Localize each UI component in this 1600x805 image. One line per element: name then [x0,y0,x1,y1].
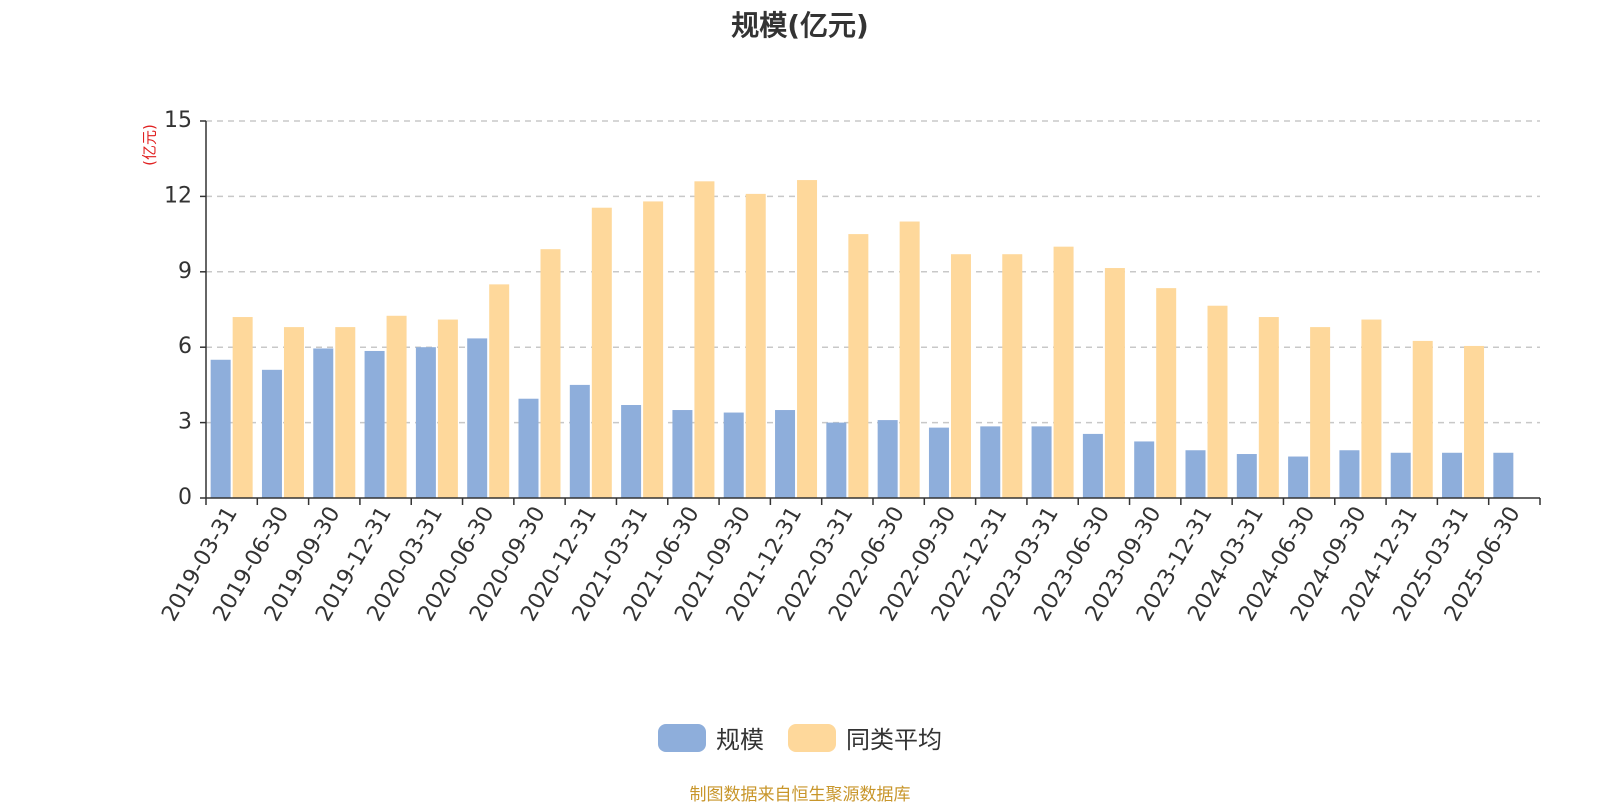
bar-scale [980,426,1001,498]
bar-peer-avg [1361,319,1382,498]
y-tick-label: 0 [178,485,192,510]
legend-item-peer-avg[interactable]: 同类平均 [788,720,942,755]
y-axis-label: (亿元) [141,124,159,166]
bar-peer-avg [591,207,612,498]
bar-peer-avg [1156,288,1177,498]
bar-peer-avg [899,221,920,499]
bar-scale [1339,450,1360,498]
bar-peer-avg [1258,317,1279,498]
bar-peer-avg [437,319,458,498]
bar-peer-avg [489,284,510,498]
bar-scale [928,427,949,498]
y-tick-label: 12 [164,183,192,208]
y-tick-label: 3 [178,410,192,435]
bar-scale [1288,456,1309,498]
bar-scale [877,420,898,498]
bar-scale [621,405,642,498]
legend-swatch [788,723,836,752]
legend-label: 同类平均 [846,726,942,754]
bar-scale [723,412,744,498]
bar-peer-avg [745,193,766,499]
bar-scale [826,422,847,498]
bar-scale [1442,452,1463,498]
bar-scale [415,347,436,498]
legend-swatch [658,723,706,752]
bar-peer-avg [540,249,561,498]
bars-layer [210,180,1514,499]
bar-peer-avg [643,201,664,498]
bar-peer-avg [1207,305,1228,498]
bar-scale [364,350,385,498]
bar-peer-avg [1104,268,1125,498]
legend: 规模 同类平均 [0,720,1600,755]
bar-peer-avg [283,327,304,498]
y-tick-label: 15 [164,108,192,133]
bar-scale [518,398,539,498]
source-note: 制图数据来自恒生聚源数据库 [689,785,911,805]
bar-scale [569,384,590,498]
bar-peer-avg [694,181,715,498]
legend-label: 规模 [716,726,764,754]
bar-scale [467,338,488,498]
bar-scale [775,410,796,498]
bar-peer-avg [386,315,407,498]
bar-peer-avg [1310,327,1331,498]
bar-scale [1082,433,1103,498]
y-tick-label: 9 [178,259,192,284]
bar-scale [1236,454,1257,498]
bar-scale [1185,450,1206,498]
bar-scale [1493,452,1514,498]
bar-peer-avg [1053,246,1074,498]
legend-item-scale[interactable]: 规模 [658,720,764,755]
bar-peer-avg [1464,345,1485,498]
bar-peer-avg [848,234,869,498]
bar-peer-avg [1412,340,1433,498]
bar-scale [313,348,334,498]
bar-scale [1134,441,1155,498]
bar-scale [672,410,693,498]
bar-scale [1031,426,1052,498]
bar-scale [1390,452,1411,498]
bar-peer-avg [797,180,818,498]
bar-scale [210,359,231,498]
bar-peer-avg [232,317,253,498]
bar-peer-avg [335,327,356,498]
chart-title: 规模(亿元) [731,9,869,42]
bar-peer-avg [950,254,971,498]
y-tick-label: 6 [178,334,192,359]
bar-scale [261,369,282,498]
bar-peer-avg [1002,254,1023,498]
